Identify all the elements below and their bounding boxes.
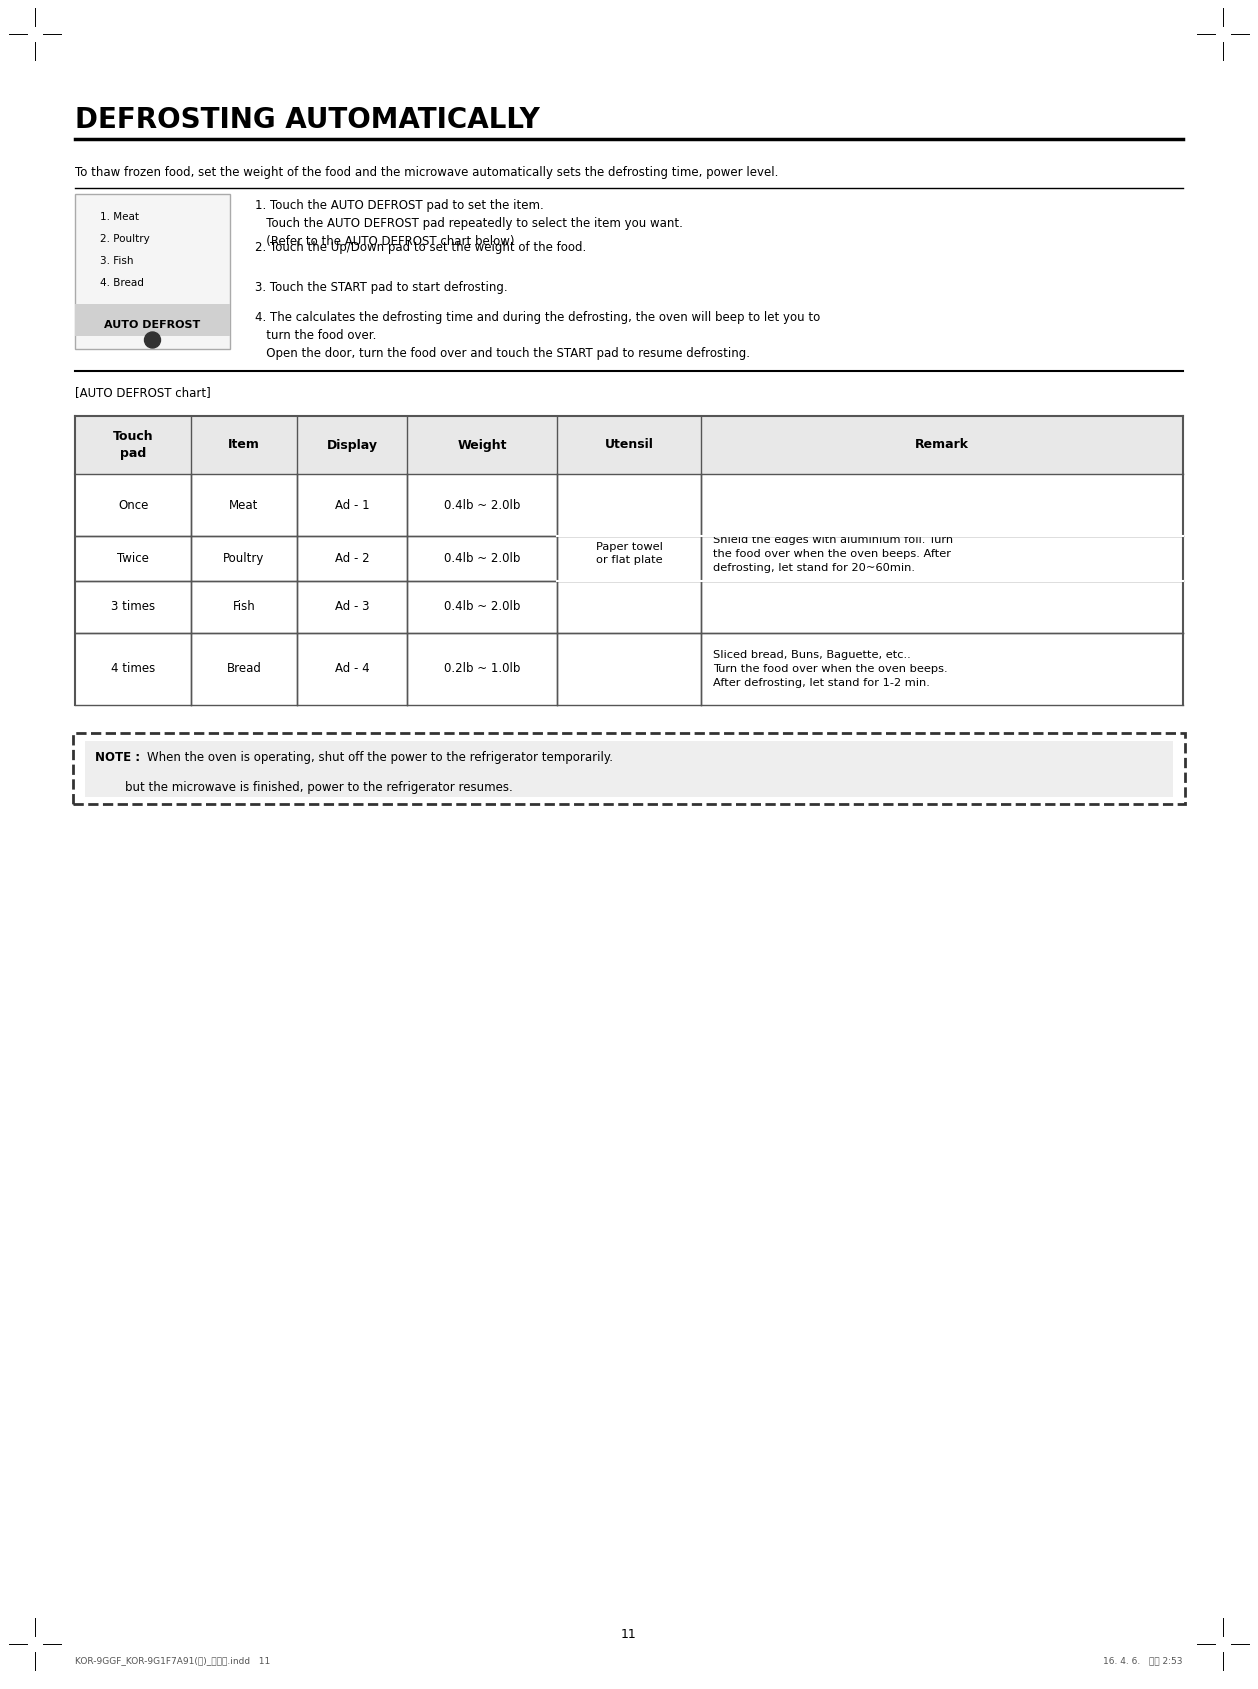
- Bar: [75, 415, 1183, 475]
- Text: 4. The calculates the defrosting time and during the defrosting, the oven will b: 4. The calculates the defrosting time an…: [255, 311, 820, 360]
- Bar: [75, 535, 1183, 581]
- Bar: [86, 741, 1172, 797]
- Text: NOTE :: NOTE :: [96, 752, 145, 763]
- Text: Meat: Meat: [229, 498, 259, 512]
- Text: Remark: Remark: [915, 439, 969, 451]
- Text: Ad - 1: Ad - 1: [335, 498, 370, 512]
- Text: Bread: Bread: [226, 662, 262, 676]
- Text: Display: Display: [327, 439, 377, 451]
- Text: Once: Once: [118, 498, 148, 512]
- Text: AUTO DEFROST: AUTO DEFROST: [104, 319, 200, 329]
- Text: DEFROSTING AUTOMATICALLY: DEFROSTING AUTOMATICALLY: [75, 106, 540, 133]
- Text: 11: 11: [621, 1628, 637, 1640]
- Text: 2. Poultry: 2. Poultry: [99, 235, 150, 243]
- Text: 1. Touch the AUTO DEFROST pad to set the item.
   Touch the AUTO DEFROST pad rep: 1. Touch the AUTO DEFROST pad to set the…: [255, 199, 683, 248]
- Text: 4 times: 4 times: [111, 662, 155, 676]
- Text: Ad - 2: Ad - 2: [335, 552, 370, 566]
- Text: To thaw frozen food, set the weight of the food and the microwave automatically : To thaw frozen food, set the weight of t…: [75, 166, 779, 179]
- Text: KOR-9GGF_KOR-9G1F7A91(영)_규격용.indd   11: KOR-9GGF_KOR-9G1F7A91(영)_규격용.indd 11: [75, 1657, 270, 1665]
- Text: Item: Item: [228, 439, 260, 451]
- Bar: [75, 475, 1183, 535]
- Text: 3. Touch the START pad to start defrosting.: 3. Touch the START pad to start defrosti…: [255, 280, 508, 294]
- Text: Ad - 3: Ad - 3: [335, 601, 370, 613]
- Text: When the oven is operating, shut off the power to the refrigerator temporarily.: When the oven is operating, shut off the…: [147, 752, 613, 763]
- Text: 4. Bread: 4. Bread: [99, 279, 143, 289]
- Text: 0.4lb ~ 2.0lb: 0.4lb ~ 2.0lb: [444, 498, 521, 512]
- Text: Shield the edges with aluminium foil. Turn
the food over when the oven beeps. Af: Shield the edges with aluminium foil. Tu…: [713, 534, 954, 573]
- Text: Paper towel
or flat plate: Paper towel or flat plate: [595, 542, 663, 566]
- Text: Twice: Twice: [117, 552, 150, 566]
- Text: [AUTO DEFROST chart]: [AUTO DEFROST chart]: [75, 387, 211, 399]
- Text: 3 times: 3 times: [111, 601, 155, 613]
- Bar: [75, 581, 1183, 633]
- Text: Poultry: Poultry: [223, 552, 264, 566]
- Text: Ad - 4: Ad - 4: [335, 662, 370, 676]
- Text: Fish: Fish: [233, 601, 255, 613]
- Text: 0.4lb ~ 2.0lb: 0.4lb ~ 2.0lb: [444, 601, 521, 613]
- Bar: [75, 633, 1183, 704]
- Text: Utensil: Utensil: [605, 439, 653, 451]
- Bar: [73, 733, 1185, 804]
- FancyBboxPatch shape: [75, 194, 230, 350]
- Text: 16. 4. 6.   오후 2:53: 16. 4. 6. 오후 2:53: [1103, 1657, 1183, 1665]
- Bar: [75, 304, 230, 336]
- Text: Sliced bread, Buns, Baguette, etc..
Turn the food over when the oven beeps.
Afte: Sliced bread, Buns, Baguette, etc.. Turn…: [713, 650, 947, 687]
- Text: Weight: Weight: [458, 439, 507, 451]
- Text: but the microwave is finished, power to the refrigerator resumes.: but the microwave is finished, power to …: [96, 780, 513, 794]
- Text: 1. Meat: 1. Meat: [99, 213, 138, 221]
- Text: 2. Touch the Up/Down pad to set the weight of the food.: 2. Touch the Up/Down pad to set the weig…: [255, 242, 586, 253]
- Text: 0.2lb ~ 1.0lb: 0.2lb ~ 1.0lb: [444, 662, 521, 676]
- Circle shape: [145, 333, 161, 348]
- Text: 0.4lb ~ 2.0lb: 0.4lb ~ 2.0lb: [444, 552, 521, 566]
- Text: 3. Fish: 3. Fish: [99, 257, 133, 265]
- Text: Touch
pad: Touch pad: [113, 431, 153, 459]
